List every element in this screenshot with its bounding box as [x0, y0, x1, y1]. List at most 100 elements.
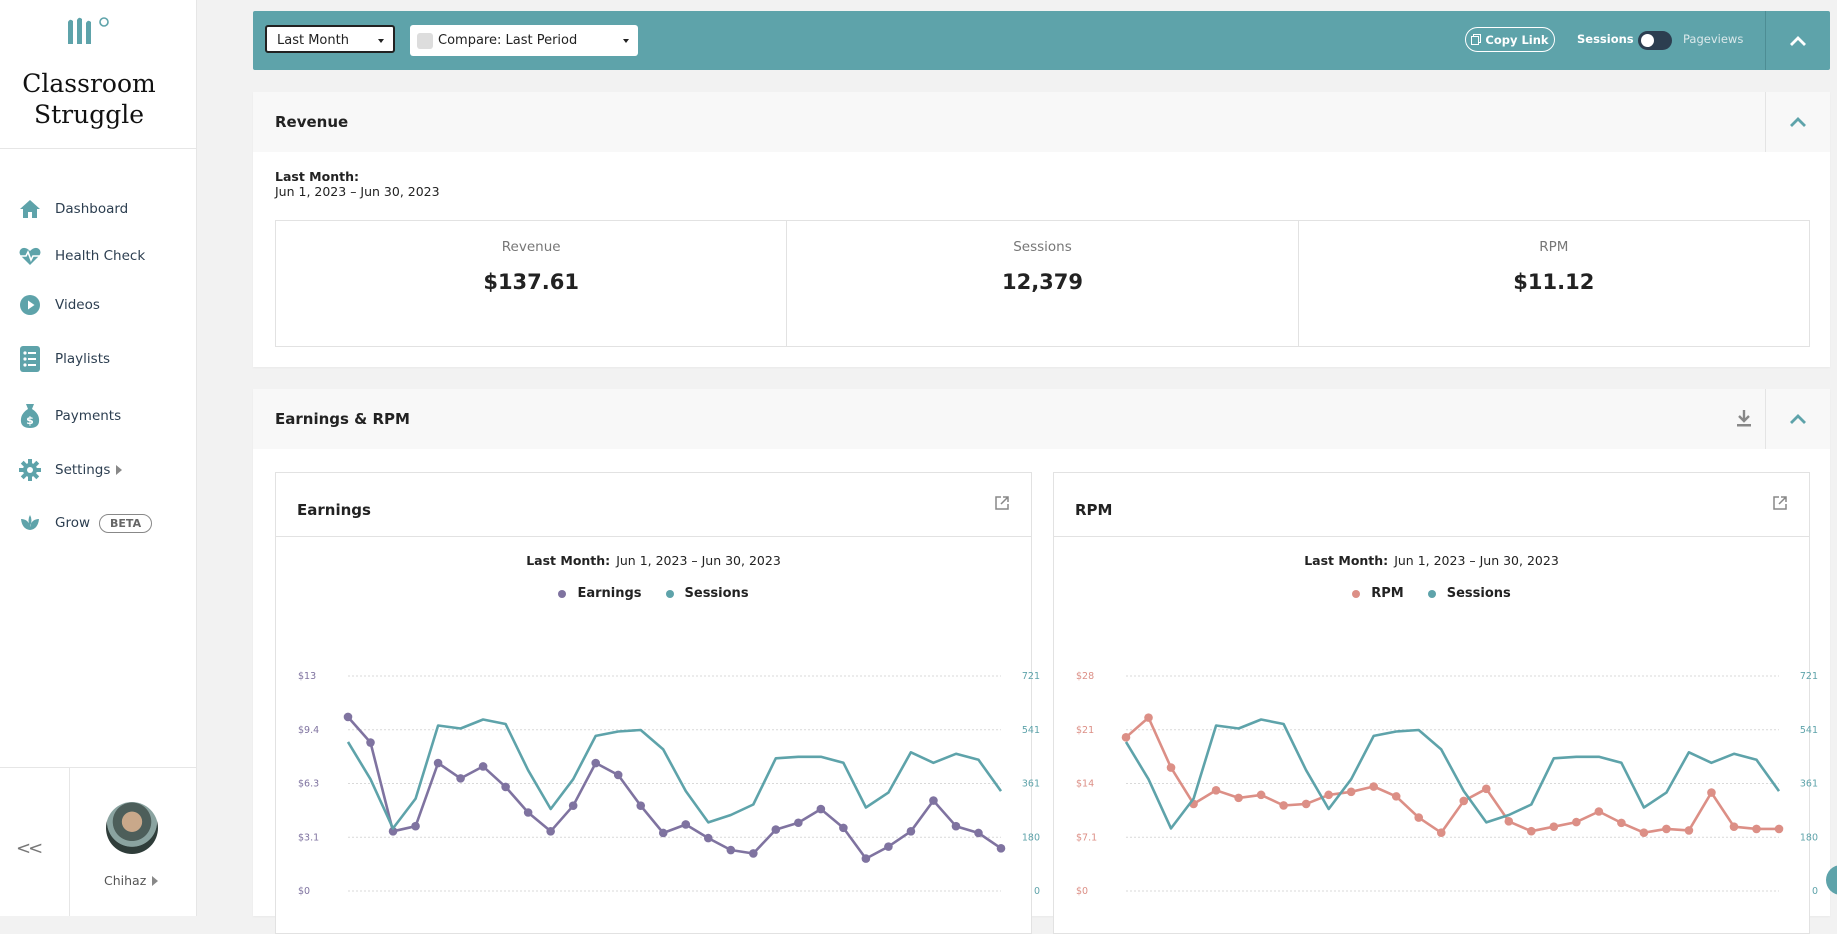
- legend-label: Sessions: [684, 586, 749, 601]
- caret-down-icon: [623, 39, 629, 43]
- legend-item-sessions[interactable]: Sessions: [1427, 586, 1511, 601]
- data-point-rpm: [1481, 784, 1491, 794]
- legend-label: RPM: [1371, 586, 1404, 601]
- data-point-rpm: [1301, 799, 1311, 809]
- legend-dot: [1352, 589, 1361, 598]
- sidebar-footer-divider: [0, 767, 196, 768]
- data-point-rpm: [1144, 713, 1153, 722]
- kpi-value: 12,379: [1001, 270, 1084, 294]
- series-line-rpm: [1125, 716, 1779, 834]
- chevron-up-icon: [1789, 35, 1806, 46]
- earnings-card-title: Earnings: [297, 501, 371, 519]
- chart-range-label: Last Month:: [1304, 553, 1389, 568]
- earnings-rpm-header: Earnings & RPM: [253, 389, 1830, 449]
- data-point-rpm: [1369, 782, 1378, 791]
- data-point-earnings: [794, 818, 803, 828]
- y-left-tick-label: $13: [298, 671, 316, 682]
- date-range-select[interactable]: Last Month: [265, 25, 395, 53]
- site-name[interactable]: Classroom Struggle: [0, 68, 178, 130]
- rpm-chart: $0 0 $7.1 180 $14 361 $21 541 $28 721: [1076, 671, 1818, 897]
- earnings-card-header: Earnings: [276, 473, 1031, 537]
- external-link-icon[interactable]: [995, 495, 1009, 514]
- data-point-earnings: [681, 820, 691, 829]
- y-right-tick-label: 0: [1812, 886, 1818, 897]
- revenue-range-label: Last Month:: [275, 169, 359, 184]
- earnings-chart: $0 0 $3.1 180 $6.3 361 $9.4 541 $13 721: [298, 671, 1040, 897]
- compare-checkbox[interactable]: [417, 33, 433, 49]
- rpm-chart-card: RPM Last Month: Jun 1, 2023 – Jun 30, 202…: [1053, 472, 1818, 934]
- y-right-tick-label: 0: [1034, 886, 1040, 897]
- data-point-rpm: [1459, 796, 1469, 806]
- rpm-card-title: RPM: [1075, 501, 1113, 519]
- data-point-earnings: [433, 758, 443, 768]
- legend-item-rpm[interactable]: RPM: [1352, 586, 1404, 601]
- home-icon: [18, 197, 42, 221]
- sessions-pageviews-toggle[interactable]: [1638, 31, 1672, 50]
- kpi-label: Sessions: [1013, 239, 1072, 255]
- external-link-icon[interactable]: [1773, 495, 1787, 514]
- data-point-earnings: [456, 774, 465, 783]
- y-right-tick-label: 721: [1800, 671, 1818, 682]
- avatar[interactable]: [106, 802, 158, 854]
- data-point-rpm: [1256, 790, 1266, 800]
- data-point-earnings: [996, 844, 1006, 853]
- sidebar-item-playlists[interactable]: Playlists: [18, 343, 110, 375]
- y-left-tick-label: $0: [298, 886, 310, 897]
- y-right-tick-label: 721: [1022, 671, 1040, 682]
- y-left-tick-label: $6.3: [298, 779, 319, 790]
- data-point-earnings: [343, 712, 353, 722]
- svg-text:$: $: [26, 414, 34, 427]
- user-menu[interactable]: Chihaz: [104, 873, 159, 888]
- sidebar-item-label: Payments: [55, 408, 122, 424]
- date-range-value: Last Month: [277, 33, 349, 48]
- data-point-earnings: [929, 796, 938, 805]
- data-point-earnings: [951, 821, 961, 831]
- earnings-rpm-collapse-button[interactable]: [1765, 389, 1830, 449]
- toggle-sessions-label: Sessions: [1577, 32, 1634, 46]
- toolbar-collapse-button[interactable]: [1765, 11, 1830, 70]
- data-point-rpm: [1234, 793, 1243, 803]
- sidebar-item-health-check[interactable]: Health Check: [18, 240, 145, 272]
- legend-item-sessions[interactable]: Sessions: [665, 586, 749, 601]
- data-point-rpm: [1324, 790, 1333, 800]
- beta-badge: BETA: [99, 513, 153, 533]
- data-point-earnings: [411, 821, 420, 831]
- data-point-rpm: [1707, 788, 1716, 797]
- compare-select[interactable]: Compare: Last Period: [410, 25, 638, 56]
- y-left-tick-label: $9.4: [298, 725, 319, 736]
- sidebar-item-label: Playlists: [55, 351, 111, 367]
- copy-link-button[interactable]: Copy Link: [1465, 27, 1555, 52]
- legend-dot: [558, 589, 567, 598]
- data-point-rpm: [1617, 818, 1626, 828]
- sidebar-item-dashboard[interactable]: Dashboard: [18, 193, 128, 225]
- series-line-sessions: [346, 718, 1003, 830]
- data-point-rpm: [1346, 787, 1356, 797]
- caret-right-icon: [116, 465, 123, 475]
- series-line-earnings: [347, 716, 1002, 860]
- help-chat-button[interactable]: [1826, 865, 1837, 895]
- data-point-rpm: [1774, 824, 1784, 834]
- sidebar-item-grow[interactable]: Grow BETA: [18, 507, 153, 539]
- copy-icon: [1471, 34, 1482, 45]
- data-point-earnings: [884, 842, 893, 851]
- download-icon[interactable]: [1736, 409, 1752, 431]
- y-right-tick-label: 541: [1022, 725, 1040, 736]
- legend-item-earnings[interactable]: Earnings: [558, 586, 642, 601]
- earnings-rpm-panel: Earnings & RPM Earnings Last Month: Jun 1…: [253, 389, 1830, 934]
- sidebar-item-videos[interactable]: Videos: [18, 289, 100, 321]
- collapse-sidebar-button[interactable]: <<: [16, 838, 43, 859]
- sidebar-item-payments[interactable]: $ Payments: [18, 400, 121, 432]
- data-point-earnings: [771, 825, 781, 834]
- chart-legend: Earnings Sessions: [276, 586, 1031, 601]
- data-point-rpm: [1662, 824, 1671, 834]
- data-point-earnings: [703, 833, 713, 843]
- revenue-collapse-button[interactable]: [1765, 92, 1830, 152]
- chart-date-range: Last Month: Jun 1, 2023 – Jun 30, 2023: [1054, 553, 1809, 568]
- data-point-earnings: [658, 828, 668, 838]
- data-point-earnings: [636, 801, 646, 810]
- sidebar-item-label: Health Check: [55, 248, 146, 264]
- data-point-rpm: [1752, 824, 1761, 834]
- sidebar-item-settings[interactable]: Settings: [18, 454, 123, 486]
- data-point-rpm: [1572, 817, 1581, 827]
- data-point-rpm: [1549, 822, 1559, 831]
